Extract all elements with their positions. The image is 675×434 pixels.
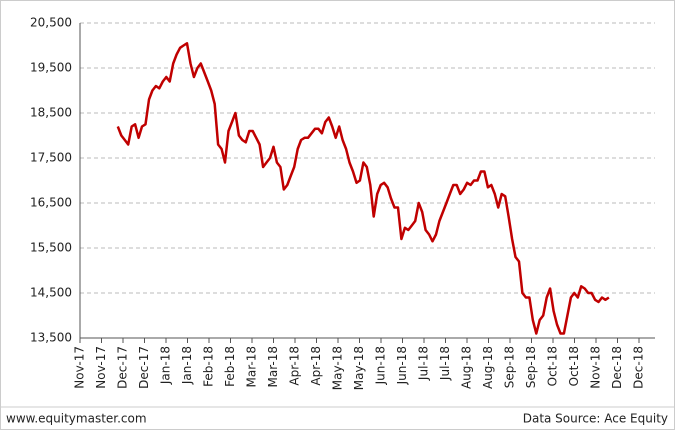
y-tick-label: 13,500: [30, 331, 72, 345]
x-tick-label: Aug-18: [460, 346, 474, 389]
x-tick-label: Sep-18: [503, 346, 517, 388]
y-tick-label: 17,500: [30, 151, 72, 165]
x-tick-label: Sep-18: [524, 346, 538, 388]
x-tick-label: May-18: [331, 346, 345, 390]
line-series: [116, 42, 610, 335]
x-tick-label: Feb-18: [202, 346, 216, 387]
x-tick-label: Dec-18: [610, 346, 624, 389]
x-tick-label: Nov-17: [94, 346, 108, 389]
x-tick-label: Dec-17: [137, 346, 151, 389]
x-tick-label: Mar-18: [266, 346, 280, 387]
x-tick-label: Jan-18: [159, 346, 173, 385]
y-tick-label: 19,500: [30, 61, 72, 75]
x-tick-label: Dec-18: [632, 346, 646, 389]
x-tick-label: Oct-18: [546, 346, 560, 386]
x-tick-label: Jun-18: [395, 346, 409, 385]
x-tick-label: Apr-18: [309, 346, 323, 386]
y-tick-label: 18,500: [30, 106, 72, 120]
y-tick-label: 15,500: [30, 241, 72, 255]
footer-right: Data Source: Ace Equity: [523, 412, 668, 426]
footer-left: www.equitymaster.com: [6, 412, 147, 426]
x-tick-label: Jan-18: [180, 346, 194, 385]
x-tick-label: Nov-18: [589, 346, 603, 389]
x-tick-label: Mar-18: [245, 346, 259, 387]
x-tick-label: Dec-17: [116, 346, 130, 389]
x-tick-label: Jun-18: [374, 346, 388, 385]
x-tick-label: Jul-18: [438, 346, 452, 381]
y-tick-label: 14,500: [30, 286, 72, 300]
x-tick-label: Aug-18: [481, 346, 495, 389]
y-tick-label: 20,500: [30, 16, 72, 30]
x-tick-label: Feb-18: [223, 346, 237, 387]
x-tick-label: Nov-17: [73, 346, 87, 389]
y-tick-label: 16,500: [30, 196, 72, 210]
x-tick-label: Oct-18: [567, 346, 581, 386]
x-tick-label: Jul-18: [417, 346, 431, 381]
x-tick-label: May-18: [352, 346, 366, 390]
x-tick-label: Apr-18: [288, 346, 302, 386]
